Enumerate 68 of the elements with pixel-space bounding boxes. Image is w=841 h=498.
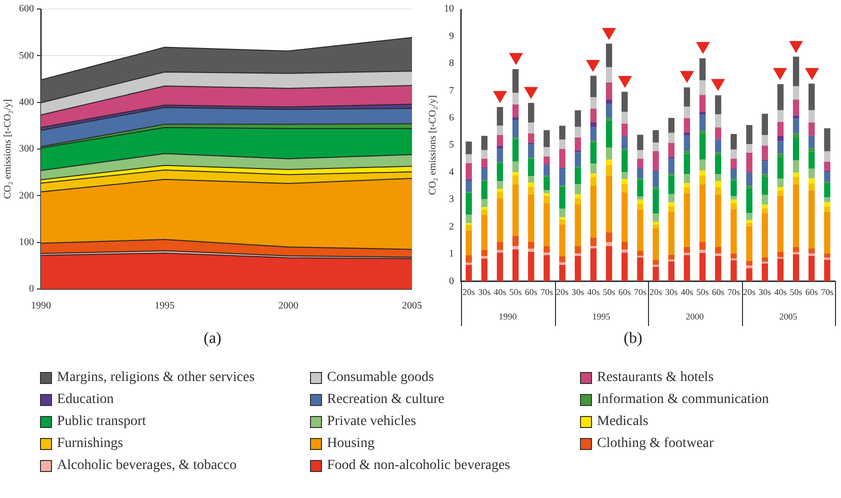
x-tick-label: 20s [743, 286, 756, 297]
text: 1990 [498, 311, 518, 322]
y-tick-label: 5 [449, 140, 454, 151]
x-tick-label: 30s [665, 286, 678, 297]
legend-label: Housing [327, 436, 374, 452]
y-tick-label: 200 [19, 190, 34, 202]
x-tick-label: 30s [572, 286, 585, 297]
y-tick-label: 100 [19, 236, 34, 248]
x-tick-label: 60s [712, 286, 725, 297]
x-tick-label: 60s [618, 286, 632, 297]
x-tick-label: 2005 [402, 300, 422, 312]
legend-label: Furnishings [57, 436, 124, 452]
text: 2005 [779, 311, 798, 322]
x-tick-label: 30s [478, 286, 492, 297]
x-tick-label: 40s [680, 286, 694, 297]
legend-label: Information & communication [597, 392, 769, 408]
x-tick-label: 70s [727, 286, 740, 297]
y-tick-label: 400 [19, 96, 34, 108]
y-tick-label: 8 [449, 58, 454, 70]
x-tick-label: 1995 [154, 300, 175, 312]
x-tick-label: 50s [509, 286, 522, 297]
x-tick-label: 60s [524, 286, 538, 297]
y-tick-label: 4 [449, 166, 454, 178]
x-tick-label: 70s [634, 286, 647, 297]
text: 1995 [592, 311, 611, 322]
y-tick-label: 300 [19, 144, 34, 155]
x-tick-label: 20s [462, 286, 476, 297]
y-tick-label: 10 [444, 4, 454, 15]
x-tick-label: 50s [696, 286, 710, 297]
legend-label: Education [57, 392, 114, 408]
x-tick-label: 70s [540, 286, 554, 297]
x-tick-label: 60s [805, 286, 818, 297]
x-tick-label: 40s [774, 286, 788, 297]
y-tick-label: 0 [449, 276, 454, 287]
y-tick-label: 0 [29, 284, 34, 295]
x-tick-label: 70s [820, 286, 834, 297]
legend-label: Margins, religions & other services [57, 370, 255, 386]
legend-label: Medicals [597, 414, 648, 430]
legend-label: Food & non-alcoholic beverages [327, 458, 510, 474]
y-tick-label: 500 [19, 50, 34, 62]
x-tick-label: 50s [790, 286, 803, 297]
x-tick-label: 50s [602, 286, 616, 297]
text: 2000 [686, 311, 704, 322]
legend-label: Alcoholic beverages, & tobacco [57, 458, 237, 474]
legend-label: Recreation & culture [327, 392, 444, 408]
text: (a) [202, 330, 222, 348]
y-tick-label: 9 [449, 30, 454, 42]
x-tick-label: 1990 [31, 300, 51, 312]
text: (b) [622, 330, 644, 348]
y-tick-label: 2 [449, 221, 454, 232]
x-tick-label: 20s [650, 286, 663, 297]
y-tick-label: 1 [449, 248, 454, 260]
legend-label: Clothing & footwear [597, 436, 714, 452]
legend-label: Public transport [57, 414, 146, 430]
x-tick-label: 40s [494, 286, 507, 297]
y-tick-label: 600 [19, 4, 34, 15]
legend-label: Consumable goods [327, 370, 434, 386]
y-axis-title: CO₂ emissions [t-CO₂/y] [428, 95, 439, 195]
x-tick-label: 40s [587, 286, 600, 297]
x-tick-label: 30s [758, 286, 772, 297]
y-tick-label: 6 [449, 112, 454, 124]
legend-label: Restaurants & hotels [597, 370, 714, 386]
legend-label: Private vehicles [327, 414, 416, 430]
y-axis-title: CO₂ emissions [t-CO₂/y] [2, 99, 14, 199]
y-tick-label: 3 [449, 194, 454, 206]
x-tick-label: 2000 [278, 300, 298, 312]
y-tick-label: 7 [449, 85, 454, 96]
x-tick-label: 20s [556, 286, 570, 297]
